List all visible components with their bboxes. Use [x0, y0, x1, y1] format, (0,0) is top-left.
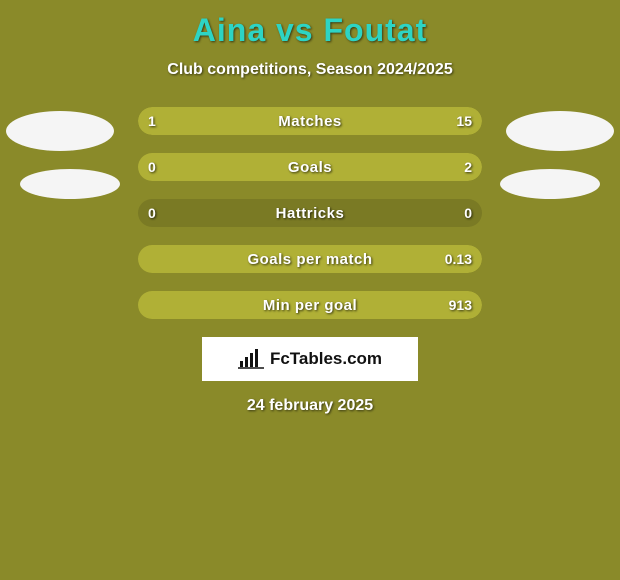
- stat-value-right: 2: [464, 153, 472, 181]
- stat-value-right: 913: [449, 291, 472, 319]
- comparison-card: Aina vs Foutat Club competitions, Season…: [0, 0, 620, 580]
- player-right-avatar-2: [500, 169, 600, 199]
- bar-chart-icon: [238, 349, 264, 369]
- stat-row: Matches1 15: [138, 107, 482, 135]
- stat-row: Goals per match0.13: [138, 245, 482, 273]
- player-left-avatar-2: [20, 169, 120, 199]
- date-line: 24 february 2025: [0, 397, 620, 415]
- subtitle: Club competitions, Season 2024/2025: [0, 61, 620, 79]
- stat-value-right: 0.13: [445, 245, 472, 273]
- stats-area: Matches115Goals02Hattricks00Goals per ma…: [0, 107, 620, 319]
- page-title: Aina vs Foutat: [0, 0, 620, 49]
- stat-row: Min per goal913: [138, 291, 482, 319]
- stat-value-left: 0: [148, 199, 156, 227]
- stat-row: Hattricks0 0: [138, 199, 482, 227]
- stat-bars: Matches115Goals02Hattricks00Goals per ma…: [138, 107, 482, 319]
- stat-label: Hattricks: [138, 199, 482, 227]
- brand-text: FcTables.com: [270, 349, 382, 369]
- player-right-avatar-1: [506, 111, 614, 151]
- stat-label: Min per goal: [138, 291, 482, 319]
- stat-value-right: 15: [456, 107, 472, 135]
- stat-row: Goals0 2: [138, 153, 482, 181]
- stat-value-left: 1: [148, 107, 156, 135]
- brand-box[interactable]: FcTables.com: [202, 337, 418, 381]
- stat-label: Goals per match: [138, 245, 482, 273]
- stat-label: Matches: [138, 107, 482, 135]
- stat-value-left: 0: [148, 153, 156, 181]
- stat-label: Goals: [138, 153, 482, 181]
- stat-value-right: 0: [464, 199, 472, 227]
- player-left-avatar-1: [6, 111, 114, 151]
